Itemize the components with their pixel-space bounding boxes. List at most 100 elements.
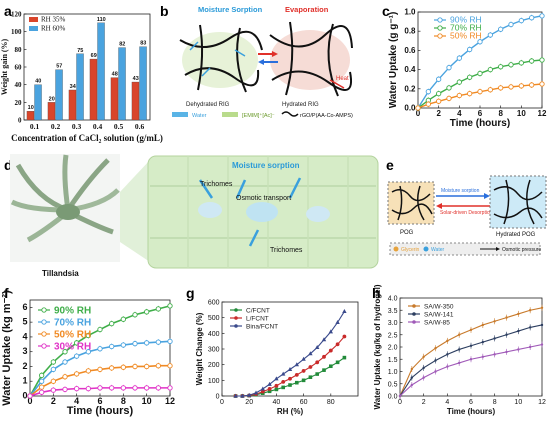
osmotic-transport-label: Osmotic transport <box>236 195 291 202</box>
legend-label: 50% RH <box>450 31 482 41</box>
osmotic-pressure-legend: Osmotic pressure <box>502 247 541 253</box>
x-tick-label: 0.4 <box>93 122 103 131</box>
x-tick-label: 0 <box>416 109 421 118</box>
y-tick-label: 3.0 <box>388 320 398 327</box>
data-point <box>487 32 493 38</box>
data-point <box>469 344 473 347</box>
bar-data-label: 110 <box>97 17 106 23</box>
legend-marker <box>41 331 47 337</box>
data-point <box>517 348 520 351</box>
y-axis-label: Weight Change (%) <box>195 312 204 385</box>
data-point <box>155 385 161 391</box>
y-tick-label: 1.5 <box>388 357 398 364</box>
y-tick-label: 0.0 <box>388 394 398 401</box>
y-tick-label: 5 <box>22 317 27 327</box>
y-axis-label: Water Uptake (g g⁻¹) <box>388 12 399 109</box>
bar-data-label: 82 <box>119 42 125 48</box>
data-point <box>233 393 238 398</box>
x-tick-label: 20 <box>245 399 253 406</box>
data-point <box>315 345 320 350</box>
panel-f-letter: f <box>4 285 9 301</box>
x-tick-label: 6 <box>478 109 483 118</box>
data-point <box>329 364 333 369</box>
moisture-sorption-e-label: Moisture sorption <box>441 188 480 194</box>
legend-label: L/FCNT <box>246 316 269 323</box>
data-point <box>294 372 299 377</box>
data-point <box>253 390 259 395</box>
data-point <box>457 361 461 365</box>
data-point <box>508 84 514 90</box>
data-point <box>50 378 56 384</box>
y-tick-label: 0.2 <box>404 84 416 93</box>
data-point <box>39 372 45 378</box>
x-axis-label: Time (hours) <box>447 407 496 416</box>
panel-g-line-chart: 0 20 40 60 80 0 100 200 300 400 500 600 RH (%) Weight… <box>195 300 359 416</box>
y-tick-label: 80 <box>15 46 23 54</box>
data-point <box>109 365 115 371</box>
panel-b: b Moisture Sorption Evaporation Heat Deh… <box>160 3 353 119</box>
x-tick-label: 12 <box>538 109 547 118</box>
data-point <box>446 65 452 71</box>
data-point <box>540 306 544 309</box>
y-tick-label: 0.5 <box>388 381 398 388</box>
data-point <box>247 392 252 397</box>
y-tick-label: 0.4 <box>404 65 416 74</box>
data-point <box>467 90 473 97</box>
x-tick-label: 4 <box>457 109 462 118</box>
panel-b-letter: b <box>160 3 169 19</box>
data-point <box>529 15 535 21</box>
dehydrated-rig-label: Dehydrated RIG <box>186 102 230 108</box>
legend-swatch <box>29 26 38 31</box>
data-point <box>39 378 45 384</box>
x-tick-label: 0 <box>220 399 224 406</box>
data-point <box>167 363 173 369</box>
data-point <box>528 309 532 312</box>
y-tick-label: 2 <box>22 361 27 371</box>
legend-marker <box>234 324 238 328</box>
data-point <box>120 385 126 391</box>
data-point <box>467 74 473 80</box>
data-point <box>493 353 496 356</box>
panel-e: e POG Moisture sorption Solar-driven Des… <box>386 157 547 256</box>
data-point <box>132 363 138 370</box>
y-tick-label: 200 <box>208 362 220 369</box>
x-tick-label: 0 <box>398 399 402 406</box>
data-point <box>240 393 245 398</box>
y-tick-label: 0 <box>22 391 27 401</box>
x-tick-label: 0.5 <box>114 122 124 131</box>
data-point <box>62 386 68 393</box>
data-point <box>446 339 449 343</box>
ionic-liquid-legend-label: [EMIM]⁺[Ac]⁻ <box>242 112 275 119</box>
trichomes-top-label: Trichomes <box>200 181 233 188</box>
data-point <box>321 337 327 342</box>
data-point <box>144 385 150 391</box>
y-tick-label: 2.0 <box>388 345 398 352</box>
data-point <box>132 340 138 347</box>
x-axis-label: Time (hours) <box>67 405 134 417</box>
data-point <box>477 39 483 45</box>
data-point <box>167 385 173 391</box>
x-tick-label: 0.3 <box>72 122 82 131</box>
data-point <box>274 387 279 392</box>
data-point <box>144 309 150 315</box>
legend-marker <box>234 308 238 312</box>
data-point <box>27 393 33 399</box>
data-point <box>517 329 520 333</box>
data-point <box>39 389 45 395</box>
y-tick-label: 4 <box>22 331 27 341</box>
y-tick-label: 0 <box>216 394 220 401</box>
data-point <box>422 366 425 370</box>
y-tick-label: 3.5 <box>388 308 398 315</box>
x-axis-label: Time (hours) <box>450 118 510 129</box>
data-point <box>301 369 306 373</box>
pog-label: POG <box>400 230 414 236</box>
x-tick-label: 0.1 <box>30 122 40 131</box>
legend-label: 90% RH <box>54 306 91 317</box>
y-tick-label: 40 <box>15 81 23 89</box>
data-point <box>434 359 437 362</box>
data-point <box>469 358 473 361</box>
legend-marker <box>412 320 416 324</box>
x-tick-label: 10 <box>514 399 522 406</box>
